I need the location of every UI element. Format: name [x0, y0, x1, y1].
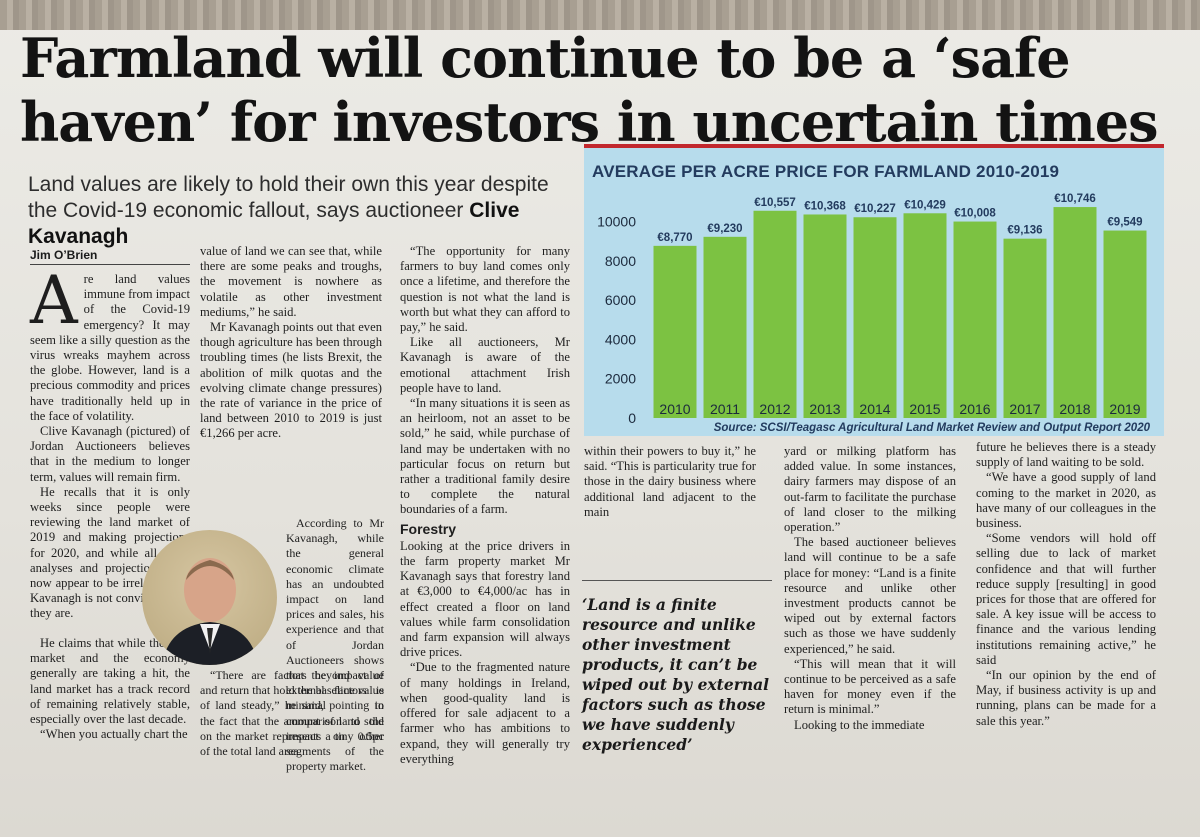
standfirst-name: Clive Kavanagh — [28, 199, 520, 248]
value-label-2010: €8,770 — [657, 232, 692, 244]
standfirst-text: Land values are likely to hold their own… — [28, 173, 549, 222]
article-headline: Farmland will continue to be a ‘safe hav… — [20, 26, 1170, 154]
category-label-2012: 2012 — [759, 401, 790, 417]
category-label-2015: 2015 — [909, 401, 940, 417]
value-label-2018: €10,746 — [1054, 193, 1096, 205]
forestry-subhead: Forestry — [400, 520, 457, 537]
article-standfirst: Land values are likely to hold their own… — [28, 172, 568, 250]
paragraph: “We have a good supply of land coming to… — [976, 470, 1156, 531]
article-column-3: “The opportunity for many farmers to buy… — [400, 244, 570, 767]
value-label-2012: €10,557 — [754, 197, 796, 209]
author-photo — [142, 530, 277, 665]
byline: Jim O’Brien — [30, 248, 190, 265]
paragraph: “This will mean that it will continue to… — [784, 656, 956, 717]
paragraph: future he believes there is a steady sup… — [976, 440, 1156, 470]
value-label-2013: €10,368 — [804, 200, 846, 212]
bar-2011 — [703, 236, 747, 418]
paragraph: Mr Kavanagh points out that even though … — [200, 320, 382, 441]
category-label-2018: 2018 — [1059, 401, 1090, 417]
category-label-2016: 2016 — [959, 401, 990, 417]
paragraph: “When you actually chart the — [40, 727, 188, 742]
paragraph: yard or milking platform has added value… — [784, 444, 956, 535]
bar-2018 — [1053, 207, 1097, 418]
paragraph: Looking at the price drivers in the farm… — [400, 538, 570, 660]
value-label-2019: €9,549 — [1107, 217, 1142, 229]
paragraph: “There are factors beyond value and retu… — [200, 668, 384, 759]
article-column-6: future he believes there is a steady sup… — [976, 440, 1156, 729]
article-column-4: within their powers to buy it,” he said.… — [584, 444, 756, 520]
category-label-2010: 2010 — [659, 401, 690, 417]
y-tick-label: 10000 — [597, 214, 636, 230]
value-label-2011: €9,230 — [707, 223, 742, 235]
countertop-edge — [0, 0, 1200, 30]
bar-2019 — [1103, 230, 1147, 418]
bar-2010 — [653, 245, 697, 418]
y-tick-label: 4000 — [605, 331, 636, 347]
y-tick-label: 0 — [628, 410, 636, 426]
paragraph: The based auctioneer believes land will … — [784, 535, 956, 656]
paragraph: Looking to the immediate — [794, 717, 925, 732]
paragraph: value of land we can see that, while the… — [200, 244, 382, 319]
category-label-2014: 2014 — [859, 401, 890, 417]
paragraph: “The opportunity for many farmers to buy… — [400, 244, 570, 335]
pull-quote: ‘Land is a finite resource and unlike ot… — [582, 580, 772, 755]
paragraph: Clive Kavanagh (pictured) of Jordan Auct… — [30, 424, 190, 484]
article-column-2-bottom: “There are factors beyond value and retu… — [200, 668, 384, 759]
bar-2012 — [753, 210, 797, 418]
bar-2017 — [1003, 238, 1047, 418]
value-label-2017: €9,136 — [1007, 225, 1042, 237]
paragraph: “In many situations it is seen as an hei… — [400, 396, 570, 517]
category-label-2011: 2011 — [710, 401, 740, 417]
y-tick-label: 2000 — [605, 371, 636, 387]
chart-source: Source: SCSI/Teagasc Agricultural Land M… — [713, 422, 1150, 434]
paragraph: within their powers to buy it,” he said.… — [584, 444, 756, 519]
category-label-2017: 2017 — [1009, 401, 1040, 417]
y-tick-label: 6000 — [605, 292, 636, 308]
paragraph: He claims that while the land market and… — [30, 636, 190, 727]
chart-title: AVERAGE PER ACRE PRICE FOR FARMLAND 2010… — [592, 162, 1060, 181]
drop-cap: A — [30, 262, 78, 339]
paragraph: According to Mr Kavanagh, while the gene… — [286, 516, 384, 774]
paragraph: He recalls that it is only weeks since p… — [30, 484, 190, 621]
value-label-2014: €10,227 — [854, 203, 896, 215]
bar-2016 — [953, 221, 997, 418]
article-column-1-continued: He claims that while the land market and… — [30, 636, 190, 742]
portrait-illustration — [162, 558, 258, 665]
paragraph: Like all auctioneers, Mr Kavanagh is awa… — [400, 335, 570, 395]
bar-2013 — [803, 214, 847, 418]
article-column-2-wrap: According to Mr Kavanagh, while the gene… — [286, 516, 384, 774]
category-label-2013: 2013 — [809, 401, 840, 417]
headline-line-2: haven’ for investors in uncertain times — [20, 90, 1159, 154]
chart-plot: 0 2000 4000 6000 8000 10000 €8,770 2010 €9,230 20… — [597, 193, 1147, 426]
article-column-2: value of land we can see that, while the… — [200, 244, 382, 442]
paragraph: “In our opinion by the end of May, if bu… — [976, 668, 1156, 728]
paragraph: “Some vendors will hold off selling due … — [976, 531, 1156, 667]
farmland-price-chart: AVERAGE PER ACRE PRICE FOR FARMLAND 2010… — [584, 144, 1164, 436]
y-tick-label: 8000 — [605, 253, 636, 269]
value-label-2016: €10,008 — [954, 208, 996, 220]
bar-2015 — [903, 213, 947, 418]
value-label-2015: €10,429 — [904, 199, 946, 211]
bar-2014 — [853, 217, 897, 418]
paragraph: “Due to the fragmented nature of many ho… — [400, 660, 570, 766]
category-label-2019: 2019 — [1109, 401, 1140, 417]
headline-line-1: Farmland will continue to be a ‘safe — [20, 26, 1071, 90]
article-column-5: yard or milking platform has added value… — [784, 444, 956, 733]
